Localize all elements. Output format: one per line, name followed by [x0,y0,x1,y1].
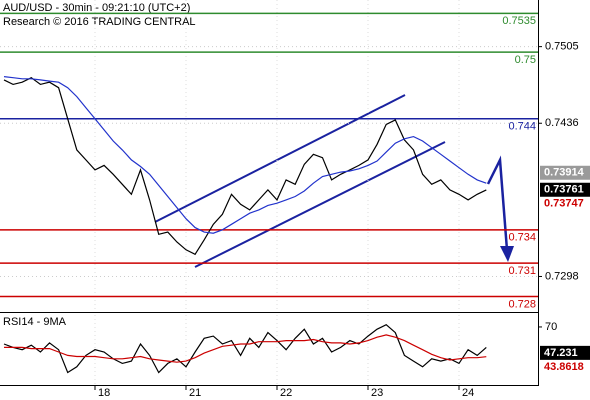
level-label: 0.75 [515,54,536,66]
channel-upper [154,94,406,223]
price-tag-label: 0.73761 [544,184,584,196]
level-label: 0.7535 [502,15,536,27]
chart-title: AUD/USD - 30min - 09:21:10 (UTC+2) [3,2,190,14]
x-tick-label: 22 [280,387,292,399]
channel-lower [194,141,446,268]
level-label: 0.731 [508,265,536,277]
series-line [3,323,487,374]
price-tag-label: 0.73914 [544,167,585,179]
series-line [3,77,487,256]
price-tag-label: 47.231 [544,347,578,359]
x-tick-label: 18 [98,387,110,399]
rsi-title: RSI14 - 9MA [3,316,67,328]
forecast-arrow [486,155,509,251]
chart-subtitle: Research © 2016 TRADING CENTRAL [3,16,196,28]
price-tag-label: 0.73747 [544,198,584,210]
level-label: 0.744 [508,121,536,133]
price-tag-label: 43.8618 [544,361,584,373]
x-tick-label: 21 [189,387,201,399]
series-line [3,76,487,234]
y-tick-label: 0.7505 [545,41,579,53]
forecast-arrowhead [500,246,514,262]
level-label: 0.734 [508,232,536,244]
series-line [4,334,487,363]
price-tag [540,182,590,197]
x-tick-label: 24 [462,387,474,399]
y-tick-label: 0.7298 [545,270,579,282]
y-tick-label: 0.7436 [545,117,579,129]
level-label: 0.728 [508,298,536,310]
y-tick-label: 70 [545,321,557,333]
price-tag [540,165,590,180]
price-tag [540,345,590,360]
x-tick-label: 23 [371,387,383,399]
